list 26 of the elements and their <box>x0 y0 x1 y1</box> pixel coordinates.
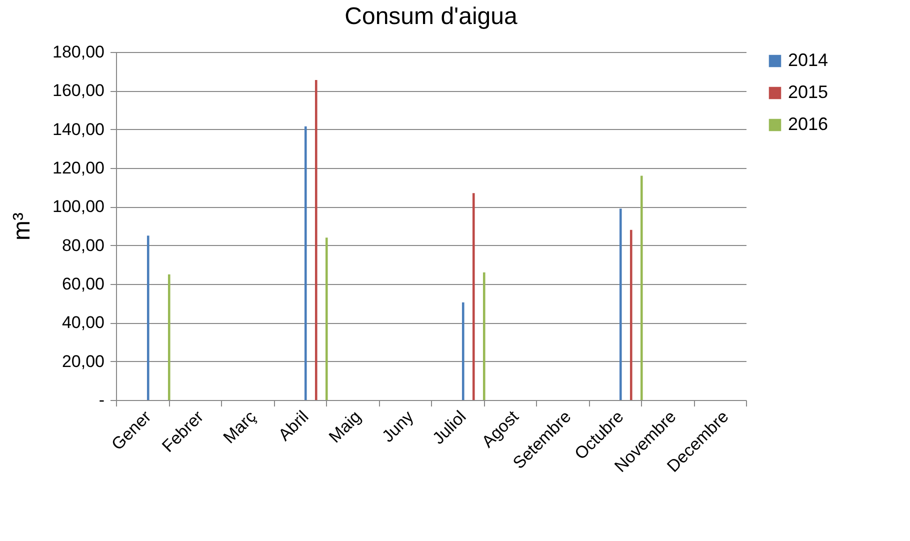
y-tick-label: 80,00 <box>62 236 104 255</box>
bar <box>640 176 643 400</box>
y-tick-label: 40,00 <box>62 313 104 332</box>
legend-label: 2014 <box>788 50 828 70</box>
y-tick-label: 20,00 <box>62 352 104 371</box>
y-tick-label: 60,00 <box>62 274 104 294</box>
y-tick-label: - <box>98 390 104 410</box>
y-tick-label: 120,00 <box>52 158 104 178</box>
y-tick-label: 140,00 <box>52 120 104 139</box>
chart-title: Consum d'aigua <box>344 3 518 30</box>
bar <box>146 236 150 400</box>
bar <box>462 302 464 400</box>
y-tick-label: 180,00 <box>52 42 104 62</box>
bar <box>630 230 632 400</box>
bar <box>325 238 328 400</box>
y-axis-title: m³ <box>8 212 36 240</box>
bar <box>168 274 170 400</box>
y-tick-label: 100,00 <box>52 197 104 216</box>
bar <box>619 208 622 400</box>
bar <box>314 80 318 400</box>
legend-label: 2016 <box>788 114 828 134</box>
bar <box>304 126 307 400</box>
legend-label: 2015 <box>788 82 828 102</box>
y-tick-label: 160,00 <box>52 81 104 100</box>
bar <box>472 193 475 400</box>
bar <box>482 272 486 400</box>
